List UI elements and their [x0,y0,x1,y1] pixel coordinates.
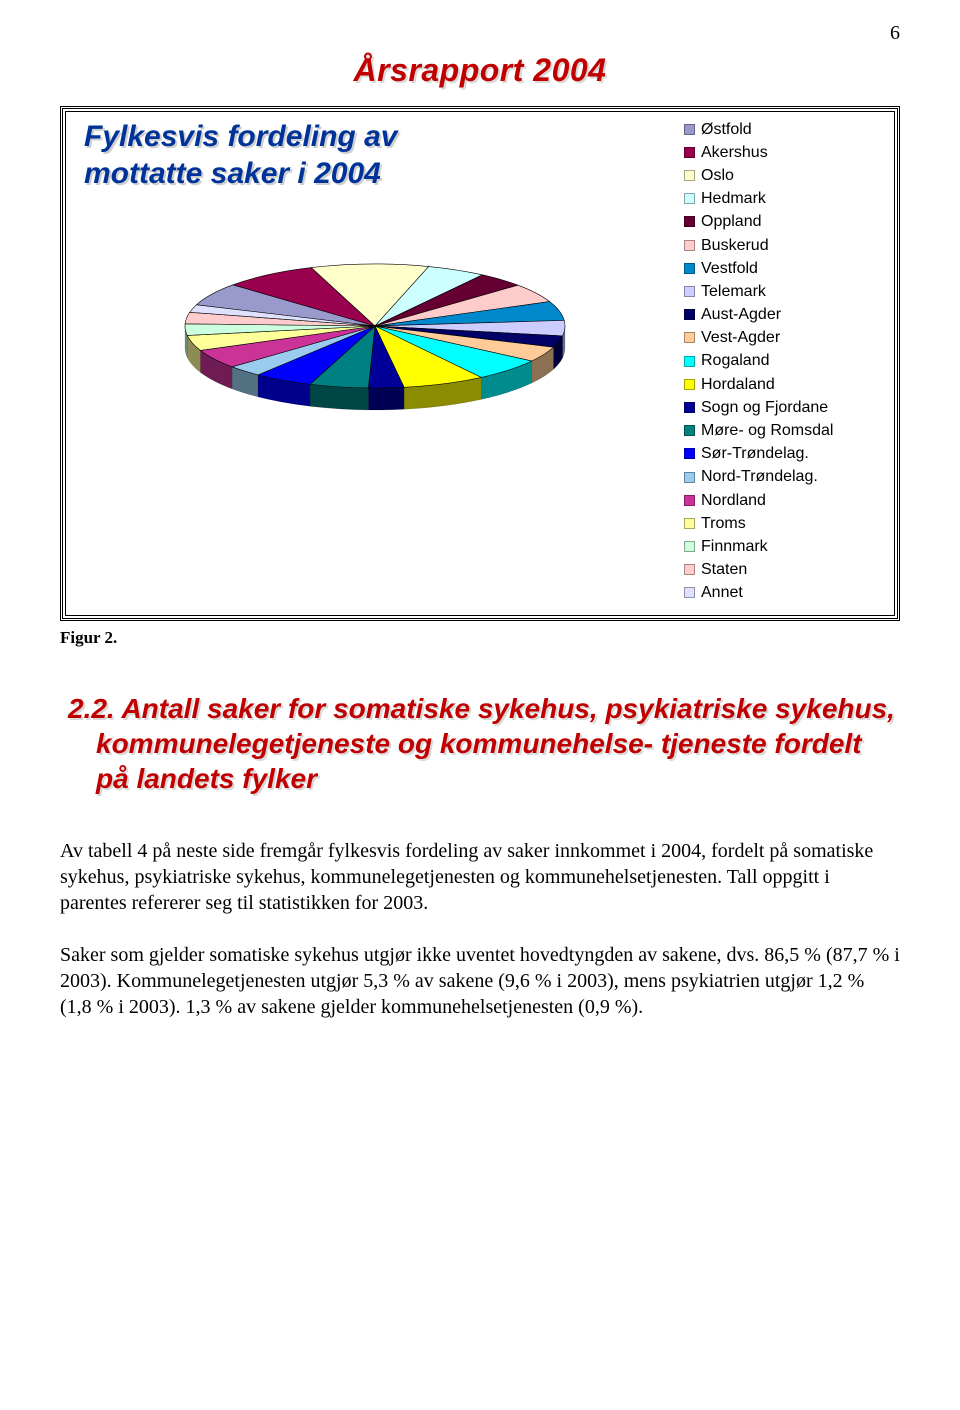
chart-left: Fylkesvis fordeling av mottatte saker i … [76,118,674,451]
pie-chart [76,211,674,451]
legend-swatch [684,240,695,251]
legend-label: Hordaland [701,373,775,396]
legend-item: Møre- og Romsdal [684,419,884,442]
legend-item: Sør-Trøndelag. [684,442,884,465]
legend-item: Staten [684,558,884,581]
legend-label: Oppland [701,210,762,233]
legend-item: Finnmark [684,535,884,558]
legend-label: Rogaland [701,349,770,372]
legend-swatch [684,564,695,575]
legend-label: Hedmark [701,187,766,210]
legend-swatch [684,379,695,390]
legend-item: Østfold [684,118,884,141]
legend-label: Akershus [701,141,768,164]
legend-label: Vest-Agder [701,326,780,349]
legend-label: Staten [701,558,747,581]
legend-swatch [684,356,695,367]
legend-label: Troms [701,512,746,535]
legend-swatch [684,309,695,320]
legend-item: Troms [684,512,884,535]
legend-label: Møre- og Romsdal [701,419,833,442]
legend-swatch [684,518,695,529]
legend-swatch [684,587,695,598]
figure-label: Figur 2. [60,627,900,649]
legend-item: Hordaland [684,373,884,396]
legend-item: Oslo [684,164,884,187]
legend-label: Annet [701,581,743,604]
legend-label: Østfold [701,118,752,141]
legend-label: Telemark [701,280,766,303]
chart-frame-inner: Fylkesvis fordeling av mottatte saker i … [65,111,895,616]
legend-label: Nordland [701,489,766,512]
body-paragraph-2: Saker som gjelder somatiske sykehus utgj… [60,942,900,1020]
legend-swatch [684,263,695,274]
chart-frame: Fylkesvis fordeling av mottatte saker i … [60,106,900,621]
legend-label: Buskerud [701,234,769,257]
legend-item: Nordland [684,489,884,512]
chart-title-line1: Fylkesvis fordeling av [84,120,397,153]
legend-swatch [684,541,695,552]
legend-label: Nord-Trøndelag. [701,465,818,488]
legend-swatch [684,332,695,343]
legend-item: Hedmark [684,187,884,210]
report-banner: Årsrapport 2004 [60,50,900,92]
legend-swatch [684,193,695,204]
legend-item: Sogn og Fjordane [684,396,884,419]
legend-item: Aust-Agder [684,303,884,326]
legend-swatch [684,124,695,135]
legend-item: Akershus [684,141,884,164]
legend-item: Oppland [684,210,884,233]
legend-label: Sør-Trøndelag. [701,442,809,465]
legend-item: Annet [684,581,884,604]
legend-item: Rogaland [684,349,884,372]
legend-swatch [684,472,695,483]
legend-item: Nord-Trøndelag. [684,465,884,488]
legend-swatch [684,170,695,181]
legend-item: Vest-Agder [684,326,884,349]
legend-swatch [684,216,695,227]
chart-title: Fylkesvis fordeling av mottatte saker i … [84,118,397,193]
legend-item: Telemark [684,280,884,303]
legend-swatch [684,402,695,413]
legend-swatch [684,286,695,297]
legend-swatch [684,147,695,158]
legend-label: Vestfold [701,257,758,280]
legend-label: Aust-Agder [701,303,781,326]
legend-swatch [684,495,695,506]
legend-label: Sogn og Fjordane [701,396,828,419]
legend-label: Oslo [701,164,734,187]
legend-item: Vestfold [684,257,884,280]
legend-item: Buskerud [684,234,884,257]
body-paragraph-1: Av tabell 4 på neste side fremgår fylkes… [60,838,900,916]
chart-title-line2: mottatte saker i 2004 [84,157,381,190]
page-number: 6 [60,20,900,46]
chart-legend: ØstfoldAkershusOsloHedmarkOpplandBuskeru… [684,118,884,605]
section-heading: 2.2. Antall saker for somatiske sykehus,… [88,691,900,796]
legend-swatch [684,448,695,459]
legend-swatch [684,425,695,436]
legend-label: Finnmark [701,535,768,558]
